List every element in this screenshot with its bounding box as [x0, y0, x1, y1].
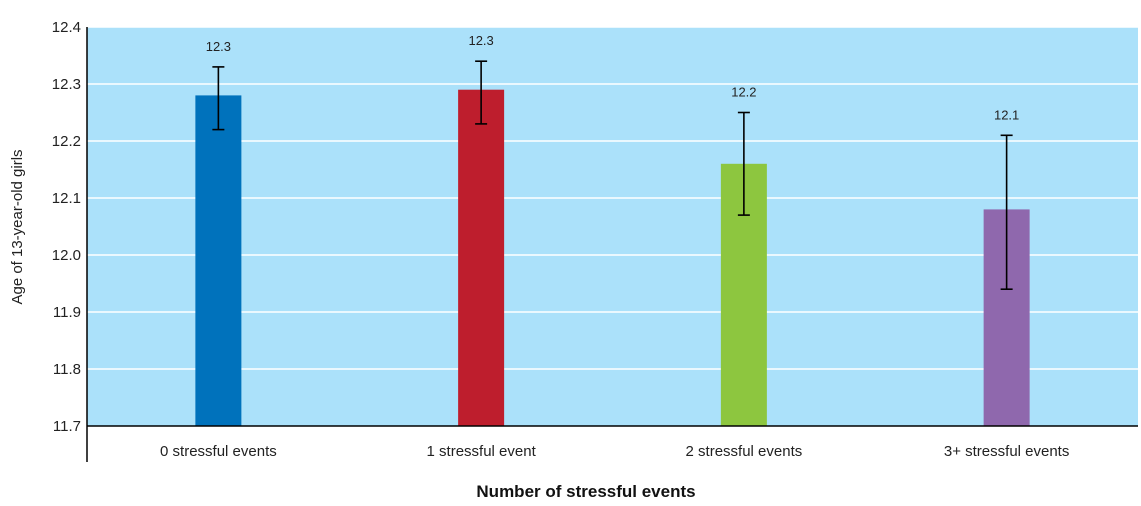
y-tick-label: 12.3	[52, 76, 81, 93]
error-bar	[737, 111, 750, 216]
y-tick-label: 12.1	[52, 190, 81, 207]
data-label: 12.1	[994, 107, 1019, 122]
data-label: 12.3	[468, 33, 493, 48]
gridlines	[87, 26, 1138, 370]
error-bar	[1000, 134, 1013, 291]
error-bar	[212, 66, 225, 131]
x-tick-label: 0 stressful events	[160, 443, 277, 460]
x-tick-label: 3+ stressful events	[944, 443, 1069, 460]
y-tick-label: 12.4	[52, 19, 81, 36]
bar	[458, 89, 505, 426]
y-tick-label: 12.2	[52, 133, 81, 150]
error-bars	[212, 60, 1013, 291]
y-tick-label: 12.0	[52, 247, 81, 264]
plot-area	[87, 27, 1138, 426]
y-tick-label: 11.9	[53, 304, 81, 321]
bars	[195, 89, 1030, 427]
y-tick-label: 11.8	[53, 361, 81, 378]
error-bar	[475, 60, 488, 125]
data-labels: 12.3 12.3 12.2 12.1	[206, 33, 1020, 122]
x-tick-label: 2 stressful events	[686, 443, 803, 460]
y-tick-labels: 11.7 11.8 11.9 12.0 12.1 12.2 12.3 12.4	[52, 19, 81, 435]
bar	[195, 95, 242, 427]
y-tick-label: 11.7	[53, 418, 81, 435]
data-label: 12.3	[206, 39, 231, 54]
x-axis-label: Number of stressful events	[476, 482, 695, 501]
x-category-labels: 0 stressful events 1 stressful event 2 str…	[160, 443, 1069, 460]
x-tick-label: 1 stressful event	[427, 443, 537, 460]
y-axis-label: Age of 13-year-old girls	[9, 149, 26, 304]
data-label: 12.2	[731, 85, 756, 100]
